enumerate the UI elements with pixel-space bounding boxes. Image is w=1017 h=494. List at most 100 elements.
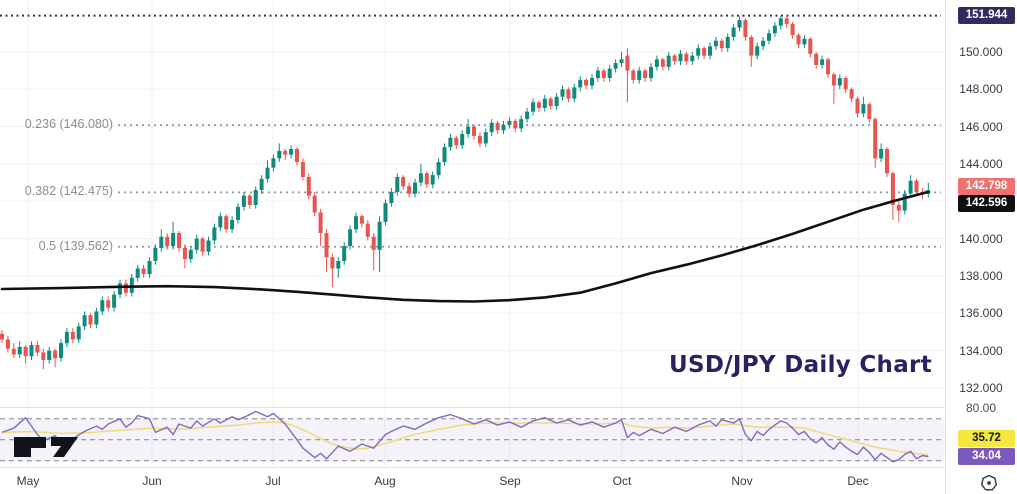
candle-body — [843, 78, 848, 90]
candle-body — [725, 36, 730, 49]
candle-body — [188, 249, 193, 260]
pane-separator-bottom[interactable] — [0, 467, 945, 468]
time-axis-label-oct: Oct — [612, 474, 632, 488]
candle-body — [826, 59, 830, 75]
price-axis-label: 146.000 — [959, 120, 1003, 134]
candle-body — [0, 333, 4, 340]
candle-body — [35, 345, 40, 353]
scale-settings-eye-icon[interactable] — [980, 474, 998, 492]
candle-body — [619, 59, 624, 64]
moving-average-line — [0, 190, 930, 303]
rsi-indicator-pane[interactable] — [0, 407, 945, 467]
candle-body — [377, 221, 382, 250]
fib-level-label-0236: 0.236 (146.080) — [24, 117, 113, 132]
candle-body — [17, 346, 22, 355]
candle-body — [802, 38, 807, 45]
candle-body — [371, 236, 376, 250]
time-axis-label-sep: Sep — [499, 474, 521, 488]
candle-body — [808, 38, 813, 54]
candle-body — [147, 261, 152, 275]
candle-body — [566, 89, 571, 99]
chart-title: USD/JPY Daily Chart — [668, 352, 932, 378]
candle-body — [330, 257, 335, 269]
candle-body — [454, 137, 459, 146]
candle-body — [507, 120, 512, 125]
candle-body — [336, 261, 341, 269]
candle-body — [283, 150, 288, 155]
candle-body — [702, 48, 707, 56]
rsi-ma-value-badge: 35.72 — [958, 430, 1015, 447]
candle-body — [312, 195, 317, 213]
candle-body — [713, 40, 718, 47]
candle-body — [159, 236, 164, 248]
level-price-badge: 142.798 — [958, 178, 1015, 195]
candle-body — [64, 331, 69, 344]
candle-body — [820, 59, 825, 65]
candle-body — [613, 63, 618, 69]
candle-body — [395, 176, 400, 192]
candle-body — [123, 283, 128, 293]
candle-body — [631, 70, 636, 80]
candle-body — [873, 119, 878, 159]
candle-body — [908, 180, 913, 194]
candle-body — [525, 111, 530, 120]
rsi-ma-line — [1, 421, 929, 456]
time-axis-label-jun: Jun — [142, 474, 162, 488]
candle-body — [241, 195, 246, 207]
candle-body — [885, 148, 889, 174]
candle-body — [200, 238, 205, 252]
candle-body — [442, 147, 447, 163]
candle-body — [519, 119, 524, 129]
candle-body — [182, 247, 187, 260]
candle-body — [708, 46, 712, 56]
candle-body — [47, 350, 52, 360]
candle-body — [277, 150, 282, 159]
candle-body — [253, 190, 258, 205]
candle-body — [436, 162, 441, 176]
candle-body — [861, 104, 866, 114]
candle-body — [678, 53, 683, 62]
candle-body — [696, 48, 701, 56]
candle-body — [165, 236, 170, 247]
candle-body — [88, 315, 93, 325]
price-axis-label: 80.00 — [965, 401, 997, 415]
candle-body — [590, 78, 594, 86]
candle-body — [365, 223, 370, 237]
fib-level-label-0382: 0.382 (142.475) — [24, 184, 113, 199]
candle-body — [737, 20, 742, 28]
candle-body — [778, 18, 783, 26]
candle-body — [407, 186, 412, 194]
candle-body — [82, 315, 87, 327]
price-axis-label: 148.000 — [959, 82, 1003, 96]
time-axis-label-nov: Nov — [731, 474, 753, 488]
price-chart-pane[interactable] — [0, 0, 945, 407]
high-price-badge: 151.944 — [958, 7, 1015, 24]
candle-body — [401, 176, 406, 187]
candle-body — [466, 126, 471, 135]
candle-body — [218, 216, 223, 228]
candle-body — [625, 55, 630, 71]
candle-body — [483, 132, 488, 144]
candle-body — [560, 89, 565, 97]
candle-body — [731, 27, 736, 37]
price-axis-label: 136.000 — [959, 306, 1003, 320]
candle-body — [306, 176, 311, 196]
price-axis-label: 144.000 — [959, 157, 1003, 171]
pane-separator-top[interactable] — [0, 407, 945, 408]
candle-body — [224, 216, 229, 230]
candle-body — [70, 331, 75, 340]
candle-body — [418, 173, 423, 183]
candle-body — [259, 178, 264, 191]
candle-body — [749, 36, 754, 56]
candle-body — [796, 35, 801, 45]
tradingview-logo-icon — [14, 437, 78, 457]
candle-body — [495, 122, 500, 131]
candle-body — [100, 300, 105, 312]
candle-body — [118, 283, 122, 295]
candle-body — [914, 180, 919, 192]
price-axis-label: 132.000 — [959, 381, 1003, 395]
candle-body — [477, 135, 482, 144]
candle-body — [867, 104, 872, 120]
candle-body — [755, 46, 760, 56]
